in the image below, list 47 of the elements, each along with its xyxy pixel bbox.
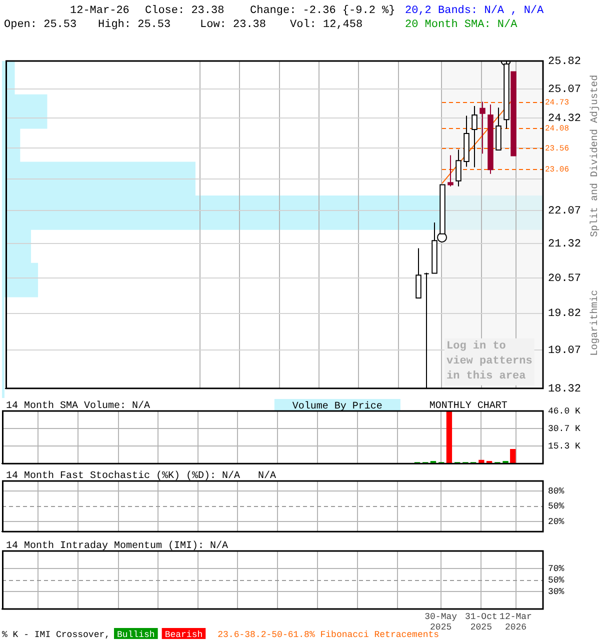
chart-title: 14 Month Fast Stochastic (%K) (%D): N/A N/A — [6, 470, 276, 482]
text: 23.6-38.2-50-61.8% Fibonacci Retracements — [218, 630, 440, 640]
y-tick-label: 30.7 K — [548, 424, 582, 434]
y-tick-label: 20.57 — [548, 272, 582, 285]
y-tick-label: 50% — [548, 575, 565, 586]
y-tick-label: 80% — [548, 486, 565, 497]
bar — [446, 411, 452, 464]
y-tick-label: 18.32 — [548, 383, 582, 396]
text: Close: 23.38 — [145, 5, 224, 17]
y-tick-label: 20% — [548, 516, 565, 527]
ref-line-label: 23.06 — [545, 166, 570, 175]
text: % K - IMI Crossover, — [2, 630, 110, 640]
ref-line-label: 23.56 — [545, 144, 570, 154]
y-tick-label: 22.07 — [548, 206, 582, 218]
text: Bullish — [117, 630, 155, 640]
text: 12-Mar-26 — [70, 5, 130, 17]
y-tick-label: 19.07 — [548, 345, 582, 358]
chart-title: 14 Month Intraday Momentum (IMI): N/A — [6, 540, 228, 552]
text: Change: -2.36 {-9.2 %} — [250, 5, 396, 17]
y-tick-label: 46.0 K — [548, 406, 582, 416]
ref-line-label: 24.08 — [545, 124, 570, 134]
text: 20 Month SMA: N/A — [405, 19, 518, 31]
y-tick-label: 19.82 — [548, 308, 582, 320]
text: 20,2 Bands: N/A , N/A — [405, 5, 544, 17]
annotation: MONTHLY CHART — [429, 401, 508, 412]
x-tick-label: 31-Oct 2025 — [464, 612, 498, 633]
text: Logarithmic — [589, 290, 600, 356]
text: Bearish — [164, 630, 203, 640]
y-tick-label: 24.32 — [548, 113, 582, 126]
chart-title: 14 Month SMA Volume: N/A — [6, 400, 150, 412]
x-tick-label: 12-Mar 2026 — [500, 612, 532, 633]
text: Low: 23.38 — [200, 19, 266, 31]
band-label: Log in to view patterns in this area — [446, 340, 532, 383]
y-tick-label: 15.3 K — [548, 441, 582, 452]
text: Split and Dividend Adjusted — [589, 74, 600, 237]
y-tick-label: 30% — [548, 586, 565, 597]
text: Open: 25.53 — [4, 19, 77, 31]
text: Vol: 12,458 — [290, 19, 363, 31]
y-tick-label: 70% — [548, 564, 565, 574]
y-tick-label: 21.32 — [548, 238, 582, 251]
text: High: 25.53 — [98, 19, 171, 31]
y-tick-label: 25.82 — [548, 56, 582, 68]
text: Volume By Price — [292, 400, 382, 413]
ref-line-label: 24.73 — [545, 98, 570, 108]
y-tick-label: 25.07 — [548, 84, 582, 96]
bar — [510, 448, 516, 464]
y-tick-label: 50% — [548, 502, 565, 512]
